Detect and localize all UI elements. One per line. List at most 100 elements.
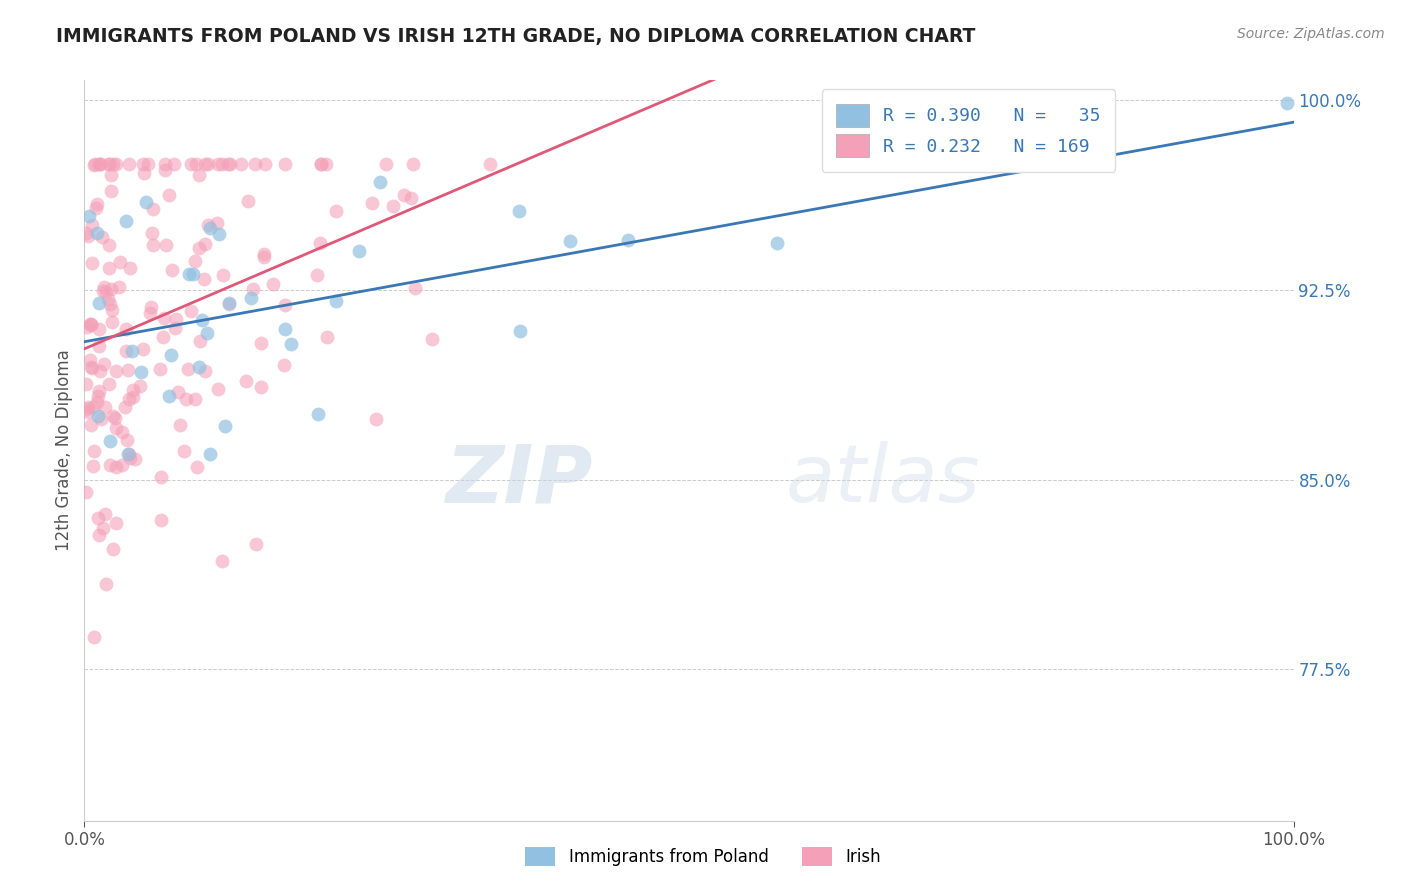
Point: [207, 156, 229, 170]
Point: [83, 443, 105, 458]
Point: [89, 339, 111, 353]
Point: [96, 576, 118, 591]
Point: [253, 251, 276, 265]
Point: [80, 318, 103, 332]
Point: [104, 516, 127, 530]
Point: [765, 236, 787, 251]
Point: [273, 298, 295, 312]
Point: [101, 315, 124, 329]
Point: [115, 322, 138, 336]
Point: [135, 195, 157, 210]
Point: [218, 297, 240, 311]
Point: [238, 194, 260, 208]
Point: [129, 379, 152, 393]
Point: [138, 306, 160, 320]
Point: [105, 459, 128, 474]
Point: [245, 156, 267, 170]
Point: [155, 237, 177, 252]
Point: [149, 362, 172, 376]
Point: [163, 157, 186, 171]
Point: [197, 219, 219, 233]
Point: [347, 244, 370, 259]
Point: [188, 168, 211, 182]
Point: [76, 405, 98, 419]
Point: [136, 156, 159, 170]
Point: [98, 434, 121, 448]
Point: [254, 156, 277, 170]
Point: [98, 238, 121, 252]
Point: [79, 352, 101, 367]
Point: [114, 344, 136, 359]
Point: [157, 389, 180, 403]
Point: [141, 226, 163, 240]
Point: [211, 268, 233, 283]
Point: [250, 380, 273, 394]
Point: [193, 272, 215, 286]
Point: [194, 156, 217, 170]
Point: [117, 447, 139, 461]
Point: [242, 282, 264, 296]
Point: [80, 359, 103, 374]
Point: [98, 156, 121, 170]
Point: [368, 175, 391, 189]
Y-axis label: 12th Grade, No Diploma: 12th Grade, No Diploma: [55, 350, 73, 551]
Point: [194, 236, 217, 251]
Point: [129, 365, 152, 379]
Point: [183, 254, 205, 268]
Point: [180, 304, 202, 318]
Point: [100, 297, 122, 311]
Point: [208, 227, 231, 242]
Point: [111, 425, 134, 439]
Point: [80, 318, 103, 332]
Point: [93, 358, 115, 372]
Point: [118, 260, 141, 275]
Point: [132, 156, 155, 170]
Text: IMMIGRANTS FROM POLAND VS IRISH 12TH GRADE, NO DIPLOMA CORRELATION CHART: IMMIGRANTS FROM POLAND VS IRISH 12TH GRA…: [56, 27, 976, 45]
Point: [402, 156, 425, 170]
Point: [200, 221, 222, 235]
Point: [75, 485, 97, 500]
Point: [91, 284, 114, 298]
Point: [239, 291, 262, 305]
Point: [253, 247, 276, 261]
Point: [262, 277, 284, 291]
Point: [165, 321, 187, 335]
Point: [77, 400, 100, 414]
Point: [75, 401, 97, 416]
Point: [392, 188, 415, 202]
Point: [101, 409, 124, 423]
Point: [89, 322, 111, 336]
Point: [307, 268, 329, 282]
Point: [273, 359, 295, 373]
Point: [118, 156, 141, 170]
Point: [508, 203, 530, 218]
Point: [105, 364, 128, 378]
Point: [132, 166, 155, 180]
Point: [87, 389, 110, 403]
Point: [75, 377, 97, 392]
Point: [101, 156, 124, 170]
Point: [77, 209, 100, 223]
Point: [364, 412, 387, 426]
Point: [100, 168, 122, 182]
Point: [132, 342, 155, 356]
Point: [169, 417, 191, 432]
Point: [197, 156, 219, 170]
Text: atlas: atlas: [786, 441, 980, 519]
Point: [374, 156, 396, 170]
Point: [114, 400, 136, 414]
Point: [86, 395, 108, 409]
Point: [122, 391, 145, 405]
Point: [97, 261, 120, 276]
Point: [142, 238, 165, 252]
Point: [104, 420, 127, 434]
Point: [274, 322, 297, 336]
Point: [180, 156, 202, 170]
Point: [207, 382, 229, 396]
Point: [87, 528, 110, 542]
Point: [89, 364, 111, 378]
Point: [361, 195, 384, 210]
Point: [217, 156, 239, 170]
Point: [86, 511, 108, 525]
Point: [307, 407, 329, 421]
